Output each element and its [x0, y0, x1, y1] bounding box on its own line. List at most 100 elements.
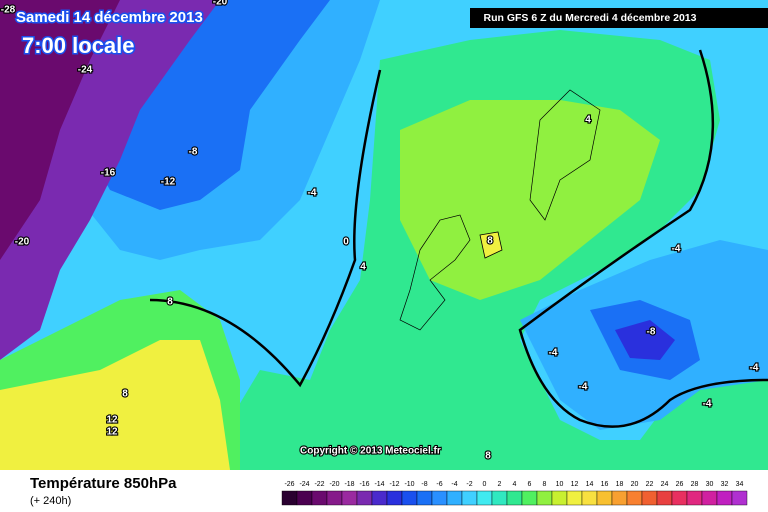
colorbar-swatch — [326, 490, 343, 506]
colorbar-tick-label: 6 — [528, 481, 532, 488]
colorbar-swatch — [626, 490, 643, 506]
colorbar-tick-label: -18 — [344, 481, 354, 488]
colorbar-tick-label: 14 — [586, 481, 594, 488]
colorbar-swatch — [701, 490, 718, 506]
colorbar-tick-label: -12 — [389, 481, 399, 488]
colorbar-swatch — [686, 490, 703, 506]
colorbar-swatch — [386, 490, 403, 506]
contour-label: 4 — [360, 262, 366, 273]
colorbar-swatch — [296, 490, 313, 506]
colorbar-tick-label: 4 — [513, 481, 517, 488]
contour-label: -8 — [647, 327, 656, 338]
contour-label: 12 — [106, 415, 118, 426]
zone-warm-spot — [479, 231, 503, 259]
colorbar-tick-label: -2 — [466, 481, 472, 488]
colorbar-tick-label: -26 — [284, 481, 294, 488]
colorbar-tick-label: -16 — [359, 481, 369, 488]
colorbar-swatch — [671, 490, 688, 506]
colorbar-swatch — [731, 490, 748, 506]
colorbar-swatch — [461, 490, 478, 506]
zone-extreme-cold — [0, 0, 120, 260]
contour-label: -28 — [1, 5, 16, 16]
zone-hot — [0, 340, 230, 470]
colorbar-tick-label: 16 — [601, 481, 609, 488]
colorbar-tick-label: 0 — [483, 481, 487, 488]
contour-label: -8 — [189, 147, 198, 158]
date: Samedi 14 décembre 2013 — [16, 9, 203, 26]
colorbar-swatch — [656, 490, 673, 506]
colorbar-tick-label: 8 — [543, 481, 547, 488]
colorbar-tick-label: -24 — [299, 481, 309, 488]
contour-label: -4 — [703, 399, 712, 410]
contour-label: 8 — [487, 236, 493, 247]
colorbar-swatch — [611, 490, 628, 506]
colorbar-tick-label: -6 — [436, 481, 442, 488]
colorbar-tick-label: 18 — [616, 481, 624, 488]
colorbar-swatch — [431, 490, 448, 506]
time: 7:00 locale — [22, 33, 135, 58]
colorbar-tick-label: 20 — [631, 481, 639, 488]
contour-label: 8 — [122, 389, 128, 400]
map — [0, 0, 768, 470]
colorbar-tick-label: -20 — [329, 481, 339, 488]
zone-coldest-east — [615, 320, 675, 360]
coastlines — [399, 89, 601, 331]
colorbar-tick-label: -8 — [421, 481, 427, 488]
colorbar-swatch — [521, 490, 538, 506]
contour-label: -24 — [78, 65, 93, 76]
contour-label: -16 — [101, 168, 116, 179]
colorbar-tick-label: 28 — [691, 481, 699, 488]
colorbar-tick-label: 34 — [736, 481, 744, 488]
colorbar: -26 -24 -22 -20 -18 -16 -14 -12 -10 -8 -6 -4 -2 0 2 4 6 8… — [281, 481, 748, 506]
contour-label: -20 — [15, 237, 30, 248]
colorbar-tick-label: 22 — [646, 481, 654, 488]
contour-label: -20 — [213, 0, 228, 8]
contour-label: -4 — [672, 244, 681, 255]
colorbar-tick-label: -4 — [451, 481, 457, 488]
contour-label: 8 — [167, 297, 173, 308]
colorbar-swatch — [641, 490, 658, 506]
contour-label: -4 — [750, 363, 759, 374]
run-box — [470, 8, 768, 28]
colorbar-tick-label: 26 — [676, 481, 684, 488]
colorbar-tick-label: -14 — [374, 481, 384, 488]
contour-label: -4 — [549, 348, 558, 359]
contour-label: -4 — [308, 188, 317, 199]
colorbar-swatch — [506, 490, 523, 506]
colorbar-swatch — [281, 490, 298, 506]
colorbar-tick-label: 2 — [498, 481, 502, 488]
contour-label: 12 — [106, 427, 118, 438]
colorbar-swatch — [311, 490, 328, 506]
colorbar-swatch — [596, 490, 613, 506]
contour-label: 8 — [485, 451, 491, 462]
colorbar-swatch — [416, 490, 433, 506]
contour-label: -4 — [579, 382, 588, 393]
colorbar-swatch — [341, 490, 358, 506]
colorbar-swatch — [491, 490, 508, 506]
footer-subtitle: (+ 240h) — [30, 495, 71, 507]
contour-label: -12 — [161, 177, 176, 188]
colorbar-tick-label: 32 — [721, 481, 729, 488]
contour-label: 0 — [343, 237, 349, 248]
colorbar-tick-label: 24 — [661, 481, 669, 488]
colorbar-swatch — [581, 490, 598, 506]
colorbar-swatch — [566, 490, 583, 506]
contour-label: 4 — [585, 115, 591, 126]
footer-title: Température 850hPa — [30, 475, 177, 492]
colorbar-swatch — [716, 490, 733, 506]
colorbar-tick-label: -10 — [404, 481, 414, 488]
run-info: Run GFS 6 Z du Mercredi 4 décembre 2013 — [484, 12, 697, 24]
colorbar-swatch — [371, 490, 388, 506]
colorbar-tick-label: 10 — [556, 481, 564, 488]
colorbar-tick-label: 12 — [571, 481, 579, 488]
colorbar-swatch — [476, 490, 493, 506]
colorbar-tick-label: 30 — [706, 481, 714, 488]
contour-zero — [149, 69, 382, 388]
contour-zero-east — [518, 49, 768, 428]
copyright: Copyright © 2013 Meteociel.fr — [300, 446, 441, 457]
colorbar-swatch — [401, 490, 418, 506]
colorbar-tick-label: -22 — [314, 481, 324, 488]
colorbar-swatch — [536, 490, 553, 506]
